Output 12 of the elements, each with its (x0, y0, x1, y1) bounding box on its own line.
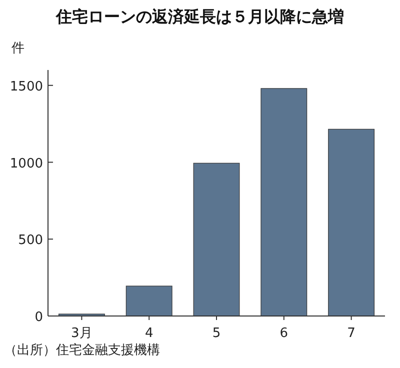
y-tick-label: 1500 (10, 79, 43, 94)
chart-title: 住宅ローンの返済延長は５月以降に急増 (55, 7, 344, 26)
x-tick-label: 6 (280, 326, 288, 341)
y-axis-title: 件 (12, 41, 24, 56)
x-tick-label: 4 (144, 326, 154, 341)
y-tick-label: 500 (18, 233, 43, 248)
x-tick-label: 3月 (71, 326, 92, 341)
x-tick-label: 5 (212, 326, 221, 341)
x-tick-label: 7 (347, 326, 356, 341)
y-tick-label: 1000 (10, 156, 43, 172)
text: （出所）住宅金融支援機構 (4, 342, 160, 358)
y-tick-label: 0 (34, 310, 43, 325)
